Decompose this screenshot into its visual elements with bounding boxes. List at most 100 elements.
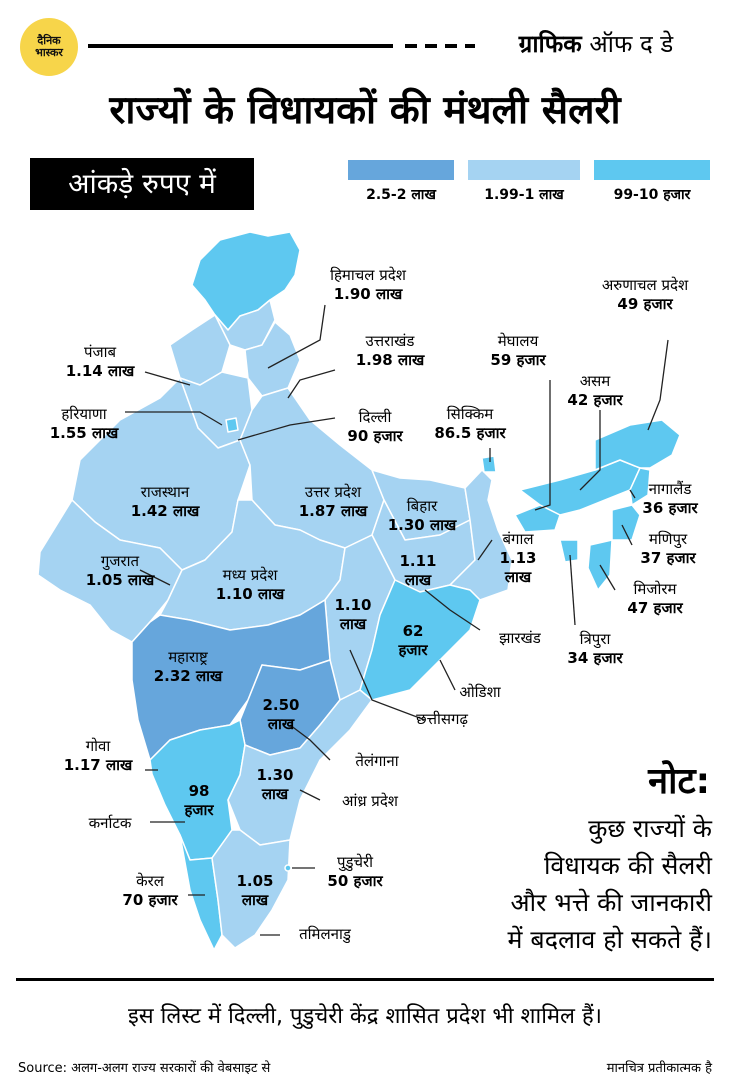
leader-uttarakhand — [287, 369, 336, 399]
region-arunachal — [594, 419, 681, 471]
label-odisha-value: 62 हजार — [390, 622, 436, 660]
name-puducherry: पुडुचेरी — [336, 853, 374, 871]
label-chhattisgarh-name: छत्तीसगढ़ — [392, 710, 492, 729]
region-sikkim — [481, 455, 497, 473]
value-nagaland: 36 हजार — [642, 499, 698, 517]
name-maharashtra: महाराष्ट्र — [168, 648, 208, 666]
value-mizoram: 47 हजार — [627, 599, 683, 617]
name-jharkhand: झारखंड — [499, 629, 541, 647]
label-sikkim: सिक्किम 86.5 हजार — [420, 405, 520, 443]
name-haryana: हरियाणा — [61, 405, 107, 423]
name-punjab: पंजाब — [83, 343, 117, 361]
label-karnataka-name: कर्नाटक — [70, 814, 150, 833]
leader-telangana — [289, 724, 331, 761]
logo-line1: दैनिक — [37, 34, 61, 47]
note-line-1: कुछ राज्यों के — [588, 814, 712, 843]
leader-arunachal — [647, 339, 669, 431]
label-tripura: त्रिपुरा 34 हजार — [555, 630, 635, 668]
legend-swatch-low — [594, 160, 710, 180]
label-mizoram: मिजोरम 47 हजार — [612, 580, 698, 618]
note-line-3: और भत्ते की जानकारी — [510, 888, 712, 917]
value-uttarakhand: 1.98 लाख — [355, 351, 425, 369]
leader-chhattisgarh — [349, 649, 426, 721]
region-delhi — [225, 417, 239, 433]
value-chhattisgarh: 1.10 लाख — [334, 596, 372, 633]
leader-punjab — [144, 371, 191, 386]
leader-mizoram — [599, 564, 616, 591]
label-punjab: पंजाब 1.14 लाख — [50, 343, 150, 381]
note-line-2: विधायक की सैलरी — [543, 851, 712, 880]
leader-haryana — [125, 411, 223, 426]
leader-gujarat — [139, 569, 171, 586]
region-himachal — [214, 299, 276, 351]
value-arunachal: 49 हजार — [617, 295, 673, 313]
value-delhi: 90 हजार — [347, 427, 403, 445]
leader-tripura — [569, 554, 576, 626]
value-andhra: 1.30 लाख — [256, 766, 294, 803]
value-tamilnadu: 1.05 लाख — [236, 872, 274, 909]
legend-swatch-mid — [468, 160, 580, 180]
label-kerala: केरल 70 हजार — [110, 872, 190, 910]
value-sikkim: 86.5 हजार — [434, 424, 506, 442]
name-goa: गोवा — [85, 737, 111, 755]
map-disclaimer: मानचित्र प्रतीकात्मक है — [606, 1061, 712, 1076]
value-bengal: 1.13 लाख — [499, 549, 537, 586]
value-tripura: 34 हजार — [567, 649, 623, 667]
value-karnataka: 98 हजार — [184, 782, 214, 819]
value-punjab: 1.14 लाख — [65, 362, 135, 380]
header-rule — [88, 44, 393, 48]
label-delhi: दिल्ली 90 हजार — [335, 408, 415, 446]
label-goa: गोवा 1.17 लाख — [50, 737, 146, 775]
label-odisha-name: ओडिशा — [445, 683, 515, 702]
name-karnataka: कर्नाटक — [88, 814, 132, 832]
name-tripura: त्रिपुरा — [579, 630, 611, 648]
label-chhattisgarh-value: 1.10 लाख — [330, 596, 376, 634]
label-assam: असम 42 हजार — [555, 372, 635, 410]
name-bengal: बंगाल — [502, 530, 534, 548]
label-telangana-name: तेलंगाना — [332, 752, 422, 771]
name-bihar: बिहार — [406, 497, 438, 515]
name-arunachal: अरुणाचल प्रदेश — [601, 276, 689, 294]
leader-jharkhand — [424, 589, 481, 631]
leader-manipur — [621, 524, 633, 546]
value-jharkhand: 1.11 लाख — [399, 552, 437, 589]
label-andhra-name: आंध्र प्रदेश — [320, 792, 420, 811]
unit-note: आंकड़े रुपए में — [30, 158, 254, 210]
name-telangana: तेलंगाना — [355, 752, 399, 770]
note-text: कुछ राज्यों के विधायक की सैलरी और भत्ते … — [420, 810, 712, 958]
value-manipur: 37 हजार — [640, 549, 696, 567]
region-bengal — [449, 469, 513, 601]
label-himachal: हिमाचल प्रदेश 1.90 लाख — [308, 266, 428, 304]
label-haryana: हरियाणा 1.55 लाख — [34, 405, 134, 443]
leader-himachal — [267, 304, 326, 369]
region-jammu-kashmir — [191, 231, 301, 331]
series-title-rest: ऑफ द डे — [581, 30, 674, 58]
value-goa: 1.17 लाख — [63, 756, 133, 774]
legend-label-low: 99-10 हजार — [613, 187, 691, 203]
value-odisha: 62 हजार — [398, 622, 428, 659]
name-up: उत्तर प्रदेश — [304, 483, 362, 501]
label-jharkhand-value: 1.11 लाख — [395, 552, 441, 590]
name-mizoram: मिजोरम — [633, 580, 677, 598]
name-odisha: ओडिशा — [459, 683, 501, 701]
value-puducherry: 50 हजार — [327, 872, 383, 890]
name-sikkim: सिक्किम — [446, 405, 494, 423]
label-bihar: बिहार 1.30 लाख — [372, 497, 472, 535]
label-maharashtra: महाराष्ट्र 2.32 लाख — [138, 648, 238, 686]
region-puducherry — [284, 864, 292, 872]
name-andhra: आंध्र प्रदेश — [341, 792, 399, 810]
region-gujarat — [37, 499, 183, 643]
label-gujarat: गुजरात 1.05 लाख — [70, 552, 170, 590]
label-karnataka-value: 98 हजार — [176, 782, 222, 820]
name-kerala: केरल — [136, 872, 164, 890]
value-himachal: 1.90 लाख — [333, 285, 403, 303]
value-mp: 1.10 लाख — [215, 585, 285, 603]
name-meghalaya: मेघालय — [497, 332, 539, 350]
region-nagaland — [629, 467, 651, 506]
dainik-bhaskar-logo: दैनिक भास्कर — [20, 18, 78, 76]
leader-nagaland — [629, 489, 636, 499]
label-meghalaya: मेघालय 59 हजार — [478, 332, 558, 370]
label-rajasthan: राजस्थान 1.42 लाख — [115, 483, 215, 521]
name-nagaland: नागालैंड — [648, 480, 692, 498]
label-bengal: बंगाल 1.13 लाख — [478, 530, 558, 587]
